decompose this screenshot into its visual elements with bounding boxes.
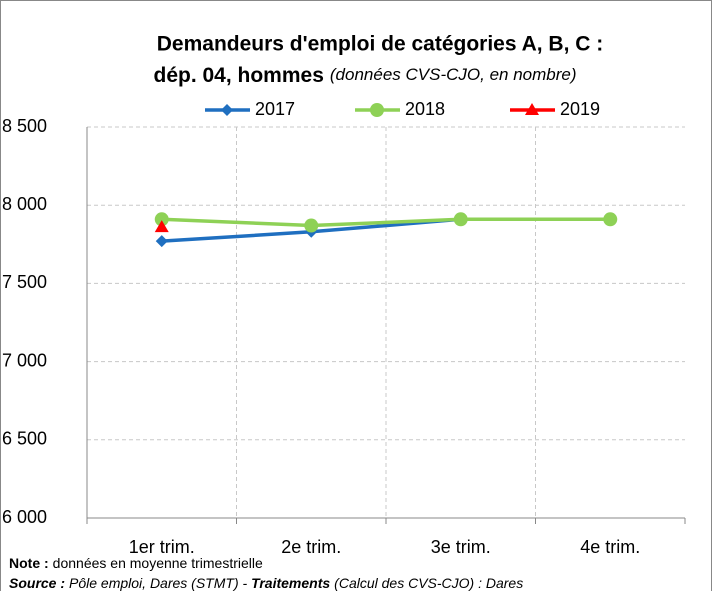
marker (304, 218, 319, 233)
source-label: Source : (9, 575, 65, 591)
chart-title: Demandeurs d'emploi de catégories A, B, … (157, 33, 604, 56)
source: Source : Pôle emploi, Dares (STMT) - Trai… (9, 575, 523, 591)
note: Note : données en moyenne trimestrielle (9, 555, 263, 571)
source-label2: Traitements (251, 575, 330, 591)
legend-label: 2019 (560, 99, 600, 119)
marker (603, 212, 618, 227)
legend-label: 2018 (405, 99, 445, 119)
marker (154, 212, 169, 227)
legend-label: 2017 (255, 99, 295, 119)
subtitle-note: (données CVS-CJO, en nombre) (330, 65, 577, 84)
x-tick-label: 1er trim. (129, 537, 195, 557)
marker (155, 235, 168, 248)
marker (154, 220, 169, 233)
chart-subtitle: dép. 04, hommes (données CVS-CJO, en nomb… (154, 64, 577, 87)
subtitle: dép. 04, hommes (154, 64, 324, 87)
y-tick-label: 7 000 (2, 350, 47, 370)
series-line (161, 217, 611, 228)
marker (221, 104, 233, 116)
marker (370, 103, 384, 117)
source-text: Pôle emploi, Dares (STMT) - (69, 575, 251, 591)
source-text2: (Calcul des CVS-CJO) : Dares (334, 575, 523, 591)
y-tick-label: 6 000 (2, 507, 47, 527)
x-tick-label: 3e trim. (431, 537, 491, 557)
y-tick-label: 8 000 (2, 194, 47, 214)
note-label: Note : (9, 555, 49, 571)
note-text: données en moyenne trimestrielle (53, 555, 263, 571)
marker (453, 212, 468, 227)
y-tick-label: 7 500 (2, 272, 47, 292)
marker (525, 103, 539, 115)
x-tick-label: 2e trim. (281, 537, 341, 557)
x-tick-label: 4e trim. (580, 537, 640, 557)
y-tick-label: 6 500 (2, 429, 47, 449)
y-tick-label: 8 500 (2, 116, 47, 136)
